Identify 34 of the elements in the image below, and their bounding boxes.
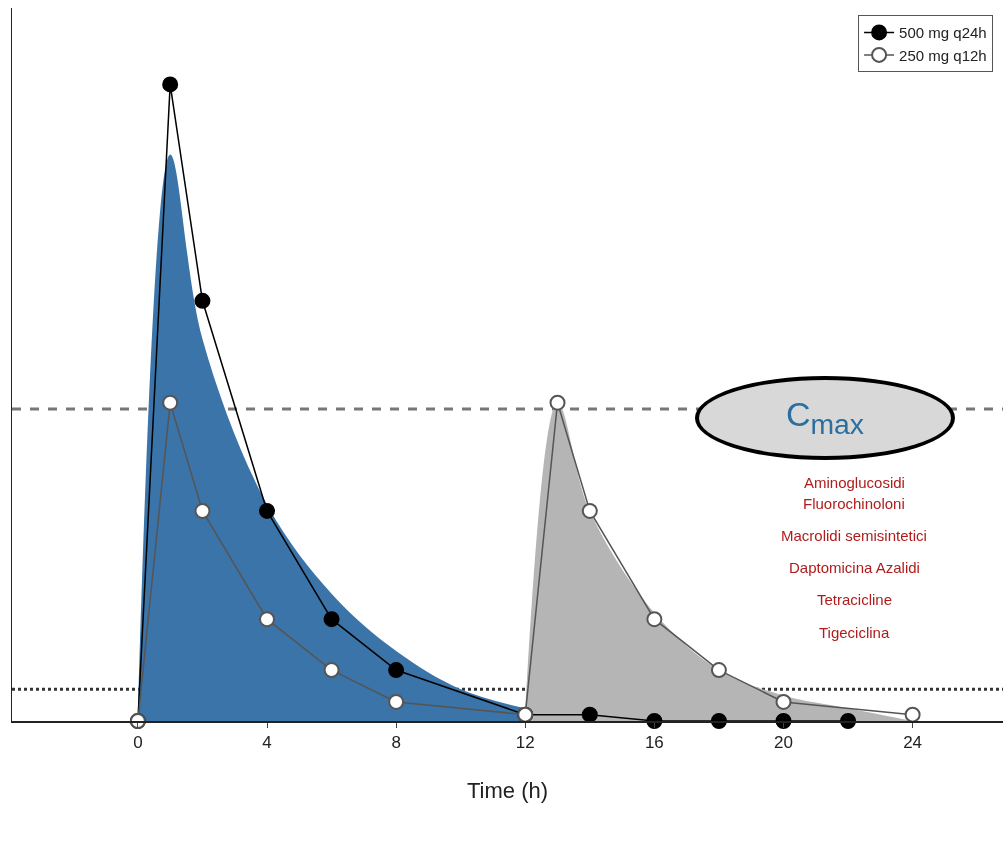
annotation: Fluorochinoloni xyxy=(803,495,905,512)
x-tick-label: 16 xyxy=(644,733,664,753)
x-tick-label: 24 xyxy=(903,733,923,753)
point xyxy=(162,394,179,411)
x-axis-title: Time (h) xyxy=(466,778,549,803)
point xyxy=(388,662,405,679)
point xyxy=(581,502,598,519)
point xyxy=(581,706,598,723)
point xyxy=(259,611,276,628)
x-tick-label: 12 xyxy=(515,733,535,753)
legend-label: 250 mg q12h xyxy=(899,46,987,64)
x-tick-label: 0 xyxy=(133,733,143,753)
point xyxy=(646,611,663,628)
x-tick-label: 4 xyxy=(262,733,272,753)
point xyxy=(194,502,211,519)
point xyxy=(162,76,179,93)
point xyxy=(710,662,727,679)
point xyxy=(259,502,276,519)
x-tick-label: 20 xyxy=(774,733,793,753)
point xyxy=(323,611,340,628)
annotation: Daptomicina Azalidi xyxy=(789,559,920,576)
annotation: Tetracicline xyxy=(817,591,893,608)
point xyxy=(549,394,566,411)
legend-label: 500 mg q24h xyxy=(899,24,987,42)
x-tick-label: 8 xyxy=(391,733,401,753)
annotation: Macrolidi semisintetici xyxy=(781,527,927,544)
annotation: Tigeciclina xyxy=(819,624,890,641)
point xyxy=(775,693,792,710)
point xyxy=(904,706,921,723)
point xyxy=(388,693,405,710)
annotation: C$_{max}$ xyxy=(785,395,865,441)
point xyxy=(194,292,211,309)
point xyxy=(323,662,340,679)
annotation: Aminoglucosidi xyxy=(804,474,905,491)
